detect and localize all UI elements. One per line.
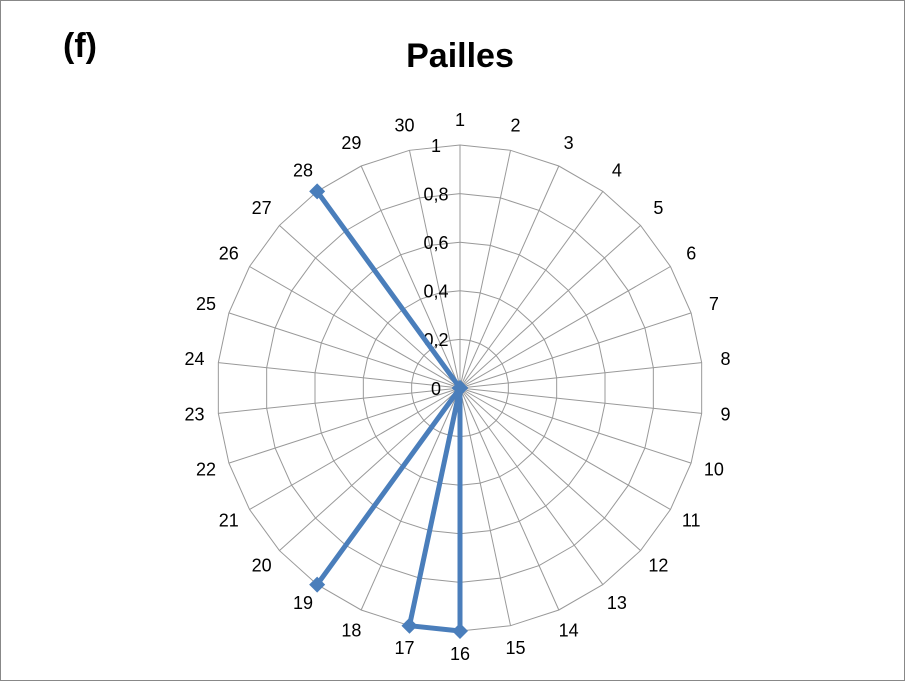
spoke [459,266,671,389]
spoke [459,225,641,389]
spoke [459,150,512,389]
spoke [459,387,641,551]
spoke [228,312,461,389]
spoke [228,387,461,464]
category-label: 3 [564,133,574,153]
annotation: (f) [63,27,97,65]
spoke [360,165,461,389]
spoke [218,362,461,389]
category-label: 17 [394,638,414,658]
category-label: 15 [505,638,525,658]
r-tick-label: 0 [431,379,441,399]
category-label: 11 [682,510,701,530]
r-tick-label: 1 [431,136,441,156]
spoke [459,387,671,510]
r-tick-label: 0,4 [423,282,448,302]
category-label: 7 [709,294,719,314]
spoke [360,387,461,611]
spoke [218,387,461,414]
category-label: 4 [612,161,622,181]
category-label: 1 [455,110,465,130]
marker [401,617,418,634]
spoke [459,191,604,389]
category-label: 26 [219,243,239,263]
spoke [459,387,692,464]
r-tick-label: 0,8 [423,184,448,204]
category-label: 25 [196,294,216,314]
chart-title: Pailles [406,37,514,75]
spoke [279,225,461,389]
r-tick-label: 0,6 [423,233,448,253]
category-label: 6 [686,243,696,263]
category-label: 18 [341,621,361,641]
marker [309,576,326,593]
spoke [459,387,604,585]
category-label: 13 [607,593,627,613]
category-label: 14 [559,621,579,641]
category-label: 9 [721,405,731,425]
spoke [459,387,512,626]
spoke [459,387,560,611]
spoke [459,362,702,389]
spoke [459,165,560,389]
category-label: 28 [293,161,313,181]
spoke [249,387,461,510]
category-label: 5 [653,198,663,218]
category-label: 8 [721,349,731,369]
category-label: 27 [252,198,272,218]
marker [452,380,468,396]
category-label: 21 [219,510,239,530]
category-label: 22 [196,459,216,479]
category-label: 29 [341,133,361,153]
category-label: 2 [511,116,521,136]
category-label: 16 [450,644,470,664]
spoke [249,266,461,389]
category-label: 19 [293,593,313,613]
spoke [459,312,692,389]
marker [452,623,468,639]
category-label: 23 [184,405,204,425]
category-label: 24 [184,349,204,369]
spoke [279,387,461,551]
spoke [459,387,702,414]
category-label: 12 [648,555,668,575]
category-label: 10 [704,459,724,479]
spoke [408,150,461,389]
category-label: 20 [252,555,272,575]
marker [309,183,326,200]
series-line [314,188,463,634]
category-label: 30 [394,116,414,136]
